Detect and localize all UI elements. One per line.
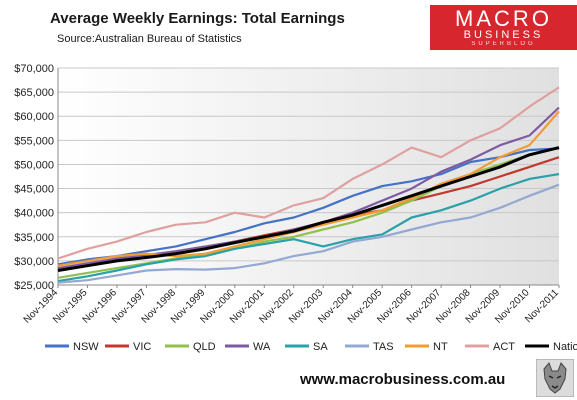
y-tick-label: $70,000: [14, 63, 54, 75]
wolf-logo-icon: [536, 359, 574, 397]
series-line-nsw: [57, 147, 560, 266]
series-line-act: [57, 86, 560, 260]
legend-label-nsw: NSW: [73, 341, 99, 353]
series-line-nt: [57, 110, 560, 267]
legend-label-national: National: [553, 341, 577, 353]
chart-subtitle: Source:Australian Bureau of Statistics: [57, 33, 242, 45]
y-tick-label: $45,000: [14, 184, 54, 196]
macrobusiness-logo: MACRO BUSINESS SUPERBLOG: [430, 5, 577, 50]
legend-label-wa: WA: [253, 341, 271, 353]
logo-line-1: MACRO: [455, 6, 552, 31]
legend-label-vic: VIC: [133, 341, 151, 353]
plot-background: [58, 68, 559, 285]
footer-url[interactable]: www.macrobusiness.com.au: [300, 371, 506, 388]
logo-line-2: BUSINESS: [463, 29, 544, 41]
legend-label-act: ACT: [493, 341, 515, 353]
logo-line-3: SUPERBLOG: [471, 41, 536, 47]
y-tick-label: $55,000: [14, 135, 54, 147]
y-tick-label: $40,000: [14, 208, 54, 220]
y-tick-label: $50,000: [14, 159, 54, 171]
y-tick-label: $30,000: [14, 256, 54, 268]
chart-title: Average Weekly Earnings: Total Earnings: [50, 10, 345, 27]
legend-label-sa: SA: [313, 341, 328, 353]
legend-label-nt: NT: [433, 341, 448, 353]
y-tick-label: $65,000: [14, 87, 54, 99]
legend-label-tas: TAS: [373, 341, 394, 353]
series-line-national: [57, 146, 560, 272]
y-tick-label: $25,000: [14, 280, 54, 292]
y-tick-label: $35,000: [14, 232, 54, 244]
y-tick-label: $60,000: [14, 111, 54, 123]
legend-label-qld: QLD: [193, 341, 216, 353]
series-line-tas: [57, 183, 560, 284]
series-line-sa: [57, 173, 560, 283]
